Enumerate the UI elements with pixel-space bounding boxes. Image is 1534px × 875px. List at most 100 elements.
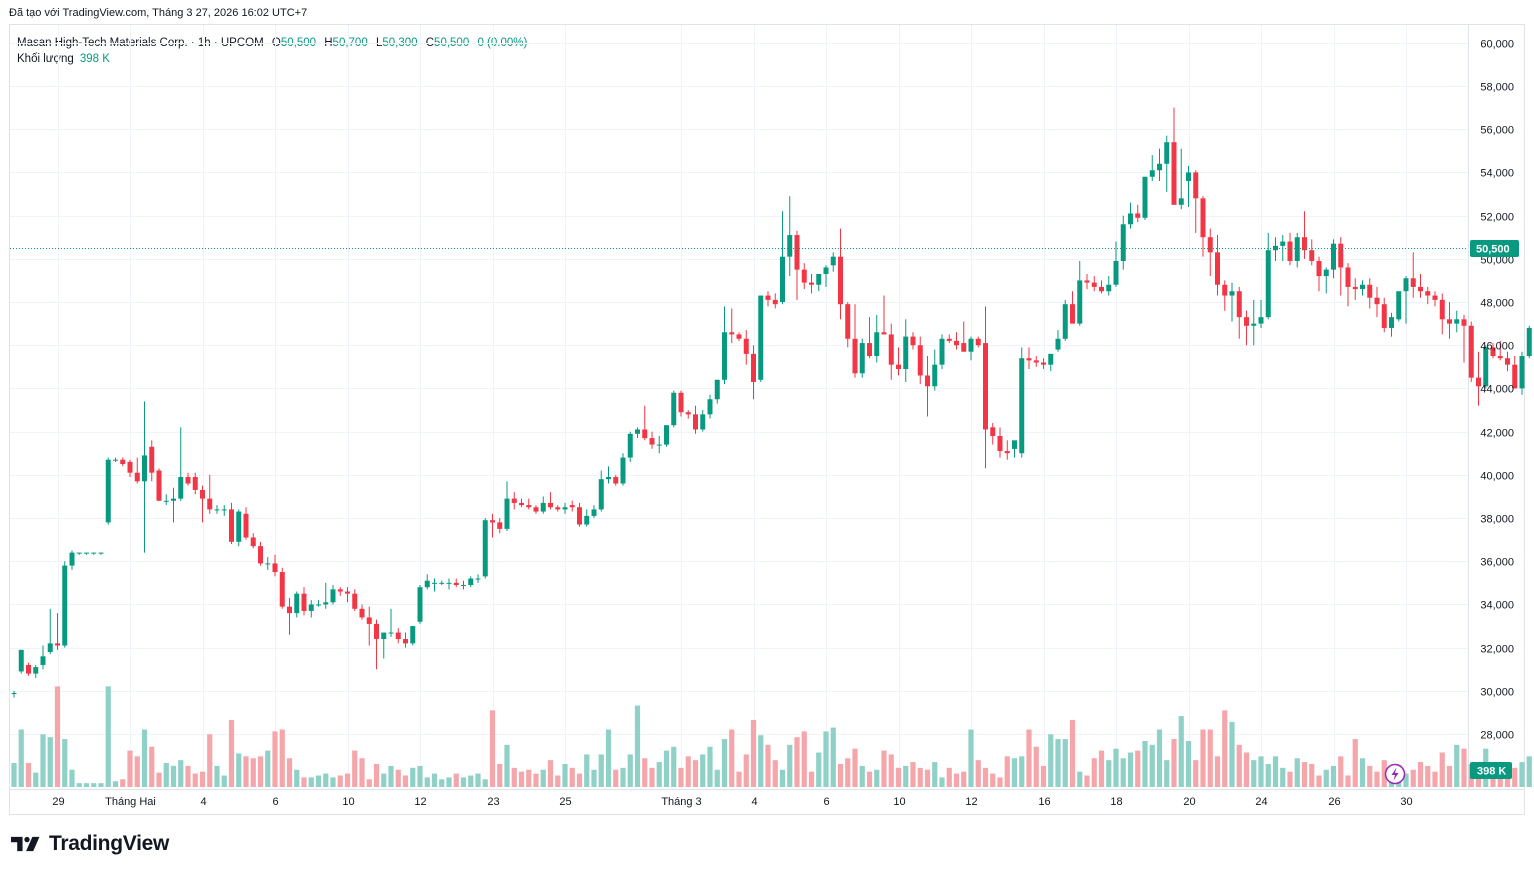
candle-body: [308, 604, 314, 611]
volume-bar: [555, 775, 561, 787]
candle-body: [1410, 278, 1416, 287]
volume-bar: [83, 783, 90, 787]
volume-bar: [866, 771, 873, 787]
volume-bar: [1185, 741, 1192, 787]
volume-bar: [1338, 756, 1344, 787]
candle-body: [1157, 163, 1162, 171]
y-tick-label: 52,000: [1480, 212, 1514, 224]
volume-bar: [120, 779, 126, 787]
volume-bar: [576, 773, 583, 787]
volume-bar: [1214, 756, 1221, 787]
volume-bar: [1004, 756, 1010, 787]
volume-bar: [700, 754, 706, 787]
volume-bar: [1454, 744, 1460, 787]
candle: [693, 405, 698, 434]
candle-body: [105, 459, 111, 523]
candle-body: [707, 399, 713, 415]
x-tick-label: 12: [965, 796, 977, 808]
candle-body: [794, 235, 800, 270]
volume-bar: [1519, 762, 1525, 787]
candle: [221, 505, 227, 516]
volume-bar: [511, 767, 517, 787]
volume-bar: [207, 734, 213, 787]
candle: [1120, 215, 1126, 270]
candle: [664, 425, 669, 447]
candle: [1294, 232, 1300, 268]
volume-bar: [40, 734, 46, 787]
candle: [548, 492, 553, 510]
candle: [47, 608, 53, 655]
candle: [127, 459, 133, 478]
volume-bar: [656, 762, 662, 787]
volume-bar: [721, 739, 728, 787]
volume-bar: [446, 777, 452, 787]
volume-bar: [417, 765, 423, 787]
x-tick-label: 10: [342, 796, 354, 808]
volume-bar: [569, 767, 575, 787]
candle-body: [265, 563, 271, 565]
volume-label[interactable]: Khối lượng: [17, 53, 74, 65]
candle: [1497, 340, 1503, 361]
candle-body: [1200, 198, 1206, 238]
candle-body: [896, 364, 901, 369]
volume-bar: [424, 777, 430, 787]
candle-body: [954, 340, 959, 346]
candle-body: [1273, 245, 1278, 251]
time-axis[interactable]: 29 Tháng Hai 4 6 10 12 23 25 Tháng 3 4 6 10 12 16 18 20…: [52, 796, 1412, 808]
candle-body: [1418, 286, 1423, 292]
volume-bar: [272, 731, 278, 787]
candle-body: [772, 299, 778, 305]
candle: [192, 472, 198, 495]
candle: [649, 431, 655, 449]
volume-bar: [1127, 752, 1134, 787]
candle-body: [40, 656, 46, 665]
candle-body: [1447, 319, 1452, 324]
candle: [1135, 204, 1141, 223]
candle: [765, 291, 771, 307]
candle-body: [1512, 364, 1518, 389]
x-tick-label: 6: [823, 796, 829, 808]
volume-bar: [1381, 760, 1387, 787]
candle: [533, 505, 539, 514]
volume-bar: [373, 764, 380, 787]
candle: [1033, 356, 1039, 367]
volume-bar: [192, 773, 198, 787]
candle: [975, 336, 981, 348]
volume-row: Khối lượng 398 K: [17, 51, 532, 67]
candle-body: [432, 582, 437, 584]
candle: [881, 295, 887, 335]
volume-bar: [649, 767, 655, 787]
volume-bar: [801, 731, 807, 787]
candle-body: [163, 500, 169, 502]
x-tick-label: 20: [1183, 796, 1195, 808]
candle: [1432, 291, 1438, 307]
volume-bar: [1446, 765, 1453, 787]
lightning-icon[interactable]: [1384, 763, 1406, 785]
candle-body: [577, 507, 582, 525]
candle-body: [1461, 319, 1467, 326]
candle: [1316, 256, 1322, 292]
candle-body: [1026, 358, 1032, 361]
candle: [1229, 282, 1235, 322]
candle-body: [1374, 297, 1380, 305]
candle-body: [1425, 291, 1431, 296]
candle-body: [1236, 291, 1242, 318]
price-axis[interactable]: 28,000 30,000 32,000 34,000 36,000 38,000 40,0…: [1480, 39, 1514, 742]
candle: [337, 587, 343, 596]
candle: [410, 626, 416, 646]
candle-body: [1091, 282, 1097, 287]
volume-bar: [228, 719, 235, 787]
candle: [171, 487, 176, 523]
candle: [279, 567, 285, 609]
price-badge-bg: [1470, 240, 1519, 257]
volume-bar: [953, 773, 960, 787]
candle: [84, 552, 89, 555]
candle: [185, 472, 191, 486]
candle-body: [1041, 362, 1046, 365]
candle: [598, 470, 604, 512]
volume-bar: [76, 783, 82, 787]
candle: [1084, 273, 1090, 290]
tradingview-logo[interactable]: TradingView: [11, 832, 169, 856]
volume-bar: [1069, 719, 1076, 787]
